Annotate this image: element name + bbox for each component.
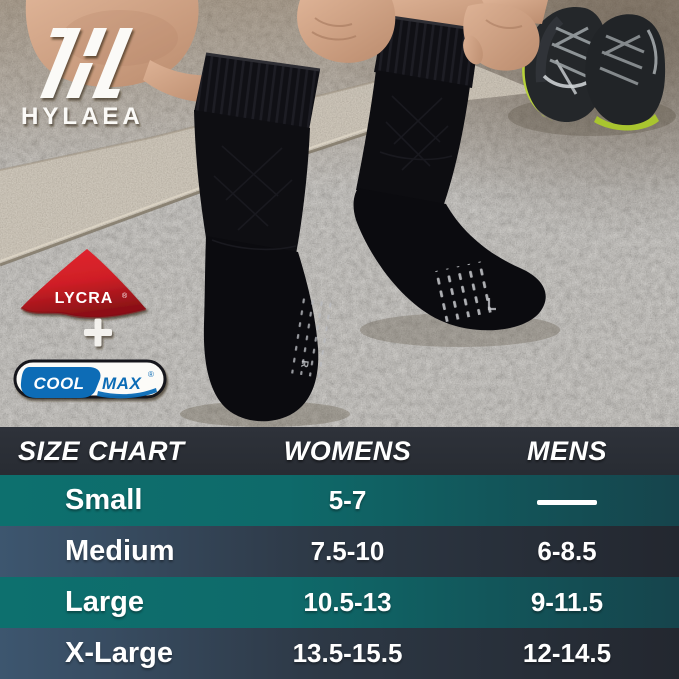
left-sock: R xyxy=(194,52,332,422)
lycra-label: LYCRA xyxy=(55,290,114,307)
left-fist xyxy=(297,0,396,63)
womens-value-cell: 13.5-15.5 xyxy=(292,638,403,668)
running-shoes xyxy=(522,6,666,131)
size-cell: X-Large xyxy=(65,637,173,669)
lycra-registered-icon: ® xyxy=(122,292,128,300)
hylaea-logo-mark xyxy=(40,28,133,98)
size-chart-body: Small 5-7 Medium 7.5-10 6-8.5 Large 10.5-13 9-1… xyxy=(0,475,679,679)
size-cell: Medium xyxy=(65,535,175,567)
photo-scene: R HYLAEA LYCRA ® xyxy=(0,0,679,427)
column-header-mens: MENS xyxy=(526,435,607,466)
size-chart-title: SIZE CHART xyxy=(18,435,185,466)
size-chart-row: Large 10.5-13 9-11.5 xyxy=(0,577,679,628)
womens-value-cell: 5-7 xyxy=(328,485,367,515)
not-available-dash xyxy=(537,499,597,505)
womens-value-cell: 7.5-10 xyxy=(310,536,385,566)
lycra-badge: LYCRA ® xyxy=(20,249,147,319)
mens-value-cell: 9-11.5 xyxy=(530,587,604,617)
size-chart-row: X-Large 13.5-15.5 12-14.5 xyxy=(0,628,679,679)
coolmax-badge: COOL MAX ® xyxy=(13,359,167,399)
size-chart-row: Small 5-7 xyxy=(0,475,679,526)
product-photo: R HYLAEA LYCRA ® xyxy=(0,0,679,427)
size-cell: Large xyxy=(65,586,144,618)
hylaea-wordmark: HYLAEA xyxy=(21,103,144,130)
womens-value-cell: 10.5-13 xyxy=(303,587,392,617)
coolmax-registered-icon: ® xyxy=(148,370,154,379)
hylaea-logo: HYLAEA xyxy=(21,28,144,130)
mens-value-cell xyxy=(455,485,679,516)
plus-icon xyxy=(84,318,112,347)
size-chart-row: Medium 7.5-10 6-8.5 xyxy=(0,526,679,577)
size-chart: SIZE CHART WOMENS MENS Small 5-7 Medium 7.5… xyxy=(0,427,679,679)
sock-size-marking: R xyxy=(298,360,310,369)
right-sock xyxy=(353,14,546,331)
hands xyxy=(297,0,548,71)
mens-value-cell: 12-14.5 xyxy=(522,638,612,668)
coolmax-cool-label: COOL xyxy=(33,374,84,393)
size-chart-header: SIZE CHART WOMENS MENS xyxy=(0,427,679,475)
neon-sole-right xyxy=(594,114,659,131)
column-header-womens: WOMENS xyxy=(283,435,412,466)
mens-value-cell: 6-8.5 xyxy=(537,536,597,566)
size-cell: Small xyxy=(65,484,143,516)
coolmax-max-label: MAX xyxy=(102,374,142,393)
